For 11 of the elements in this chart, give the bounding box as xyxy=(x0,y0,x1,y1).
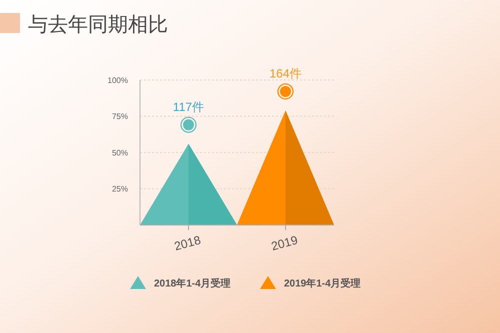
y-tick-label: 100% xyxy=(108,76,128,85)
annotation: 164件 xyxy=(269,66,302,80)
y-tick-label: 25% xyxy=(112,184,128,194)
chart-title: 与去年同期相比 xyxy=(28,14,168,36)
x-tick-label: 2018 xyxy=(172,232,202,254)
y-tick-label: 50% xyxy=(112,148,128,158)
legend-label: 2019年1-4月受理 xyxy=(284,278,361,290)
annotation: 117件 xyxy=(172,100,204,114)
legend-label: 2018年1-4月受理 xyxy=(154,278,231,290)
x-tick-label: 2019 xyxy=(270,232,300,254)
y-tick-label: 75% xyxy=(112,112,128,122)
